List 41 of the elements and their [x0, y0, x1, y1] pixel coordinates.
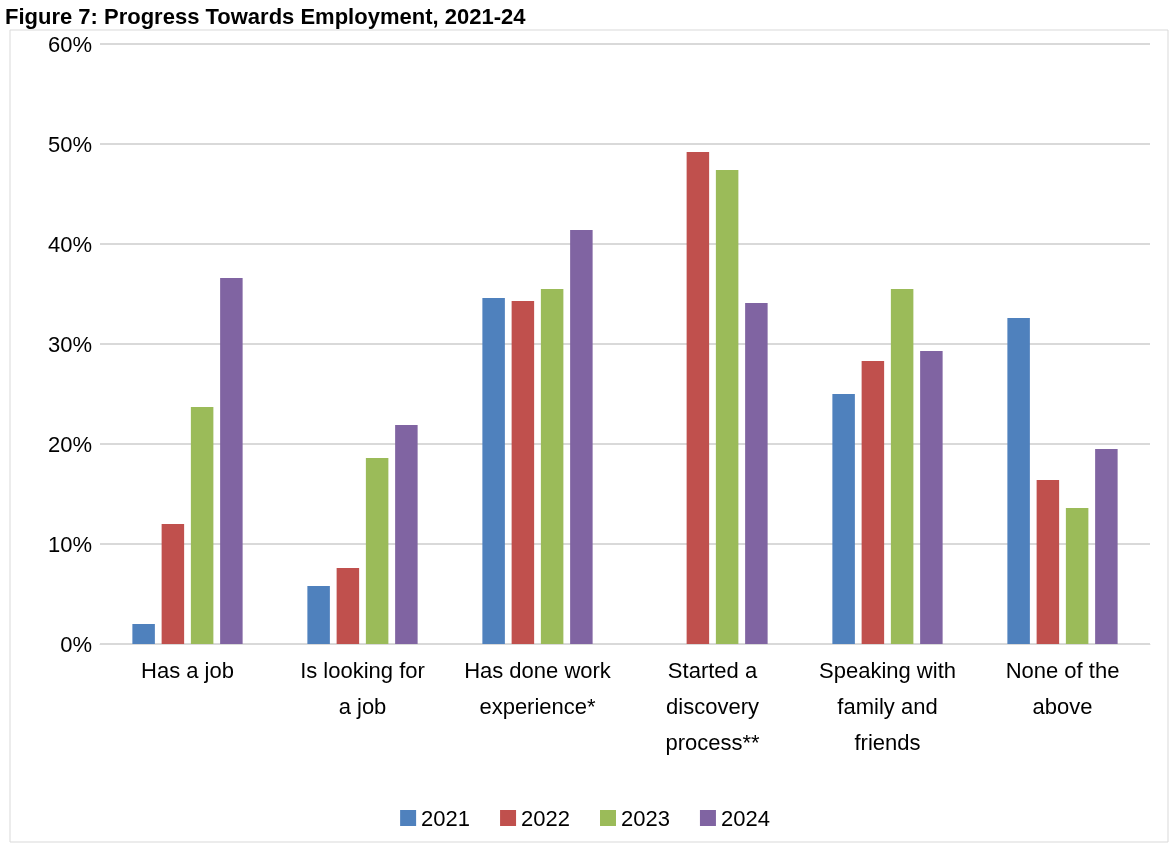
bar [190, 407, 214, 644]
x-tick-label: Speaking with family and friends [819, 657, 956, 755]
bar [1036, 480, 1060, 644]
bar [861, 361, 885, 644]
bar [220, 278, 243, 644]
legend-label: 2022 [521, 805, 571, 831]
legend-label: 2021 [421, 805, 471, 831]
bar [1065, 508, 1089, 644]
bar [511, 301, 535, 644]
bar [132, 624, 155, 644]
bar [336, 568, 360, 644]
bar [482, 298, 505, 644]
x-tick-label: Has a job [141, 657, 234, 683]
y-tick-label: 20% [47, 431, 92, 457]
bar [890, 289, 914, 644]
y-tick-label: 50% [47, 131, 92, 157]
y-tick-label: 60% [47, 31, 92, 57]
bar [832, 394, 855, 644]
bar [540, 289, 564, 644]
bar [161, 524, 185, 644]
bar [1007, 318, 1030, 644]
legend-label: 2023 [621, 805, 670, 831]
legend-label: 2024 [720, 805, 770, 831]
bar [395, 425, 418, 644]
x-tick-label: None of the above [1005, 657, 1120, 719]
bar [570, 230, 593, 644]
y-tick-label: 40% [47, 231, 92, 257]
y-tick-label: 0% [60, 631, 92, 657]
x-tick-label: Has done work experience* [464, 657, 612, 719]
x-tick-label: Started a discovery process** [665, 657, 761, 755]
chart-title: Figure 7: Progress Towards Employment, 2021-24 [5, 3, 527, 29]
bar [307, 586, 330, 644]
bar [1095, 449, 1118, 644]
bar [715, 170, 739, 644]
y-tick-label: 10% [47, 531, 92, 557]
y-tick-label: 30% [47, 331, 92, 357]
bar [745, 303, 768, 644]
x-tick-label: Is looking for a job [300, 657, 425, 719]
bar [686, 152, 710, 644]
bar [365, 458, 389, 644]
bar [920, 351, 943, 644]
